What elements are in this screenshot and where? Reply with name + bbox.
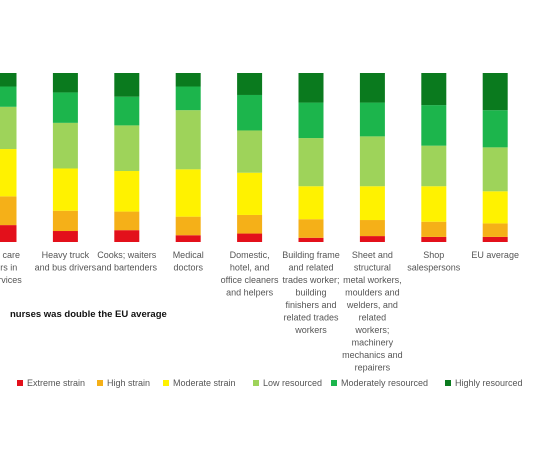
legend-swatch [331,380,337,386]
bar-segment [298,186,324,220]
bar-segment [175,216,201,236]
bar-segment [482,147,508,192]
bar-segment [175,73,201,87]
legend-label: Moderately resourced [341,378,428,388]
bar-segment [0,225,17,242]
legend-swatch [253,380,259,386]
bar-segment [52,92,78,123]
x-tick-label: Cooks; waiters and bartenders [97,250,158,273]
bar-segment [421,73,447,106]
bar-segment [298,219,324,238]
bar-segment [359,186,385,221]
bar-segment [482,73,508,111]
legend-label: Extreme strain [27,378,85,388]
bar-segment [175,169,201,217]
bar-segment [359,220,385,237]
bar-segment [52,122,78,169]
bar-segment [175,235,201,242]
bar-segment [175,86,201,111]
bar-segment [359,102,385,137]
bar-segment [298,73,324,103]
bar-segment [421,221,447,237]
bar-segment [175,110,201,170]
legend-swatch [97,380,103,386]
bar-segment [421,105,447,146]
bar-segment [237,94,263,131]
bar-segment [421,236,447,242]
x-tick-label: Shop salespersons [407,250,461,273]
bar-segment [298,237,324,242]
bar-segment [359,136,385,187]
bar-segment [0,86,17,107]
bar-segment [421,186,447,222]
legend-label: Low resourced [263,378,322,388]
bar-segment [114,96,140,126]
bar-segment [237,172,263,215]
x-tick-label: Sheet and structural metal workers, moulder… [342,250,403,373]
bar-segment [237,130,263,173]
bar-segment [114,171,140,212]
bar-segment [52,168,78,211]
bar-segment [237,233,263,242]
x-tick-label: nal carekers in services [0,250,22,285]
legend-swatch [17,380,23,386]
bar-segment [237,73,263,95]
bar-segment [114,73,140,97]
bar-segment [298,102,324,139]
bar-segment [482,191,508,224]
bar-segment [359,73,385,103]
bar-segment [482,110,508,148]
bar-segment [52,73,78,93]
x-tick-label: Domestic, hotel, and office cleaners and he… [221,250,279,298]
bar-segment [114,211,140,231]
bar-segment [482,236,508,242]
bar-segment [482,223,508,237]
bar-segment [52,210,78,232]
x-tick-label: EU average [471,250,519,260]
x-tick-label: Medical doctors [173,250,204,273]
bar-segment [0,149,17,197]
legend-label: Moderate strain [173,378,236,388]
bar-segment [359,236,385,242]
legend-swatch [163,380,169,386]
bar-segment [0,106,17,150]
annotation: nurses was double the EU average [10,309,167,320]
legend-swatch [445,380,451,386]
x-tick-label: Heavy truck and bus drivers [35,250,97,273]
bar-segment [298,138,324,187]
x-tick-label: Building frame and related trades worker; b… [282,250,340,335]
bar-segment [114,125,140,172]
bar-segment [0,73,17,87]
legend-label: Highly resourced [455,378,523,388]
bar-segment [0,196,17,226]
bar-segment [52,231,78,242]
bar-segment [421,145,447,187]
bar-segment [114,230,140,242]
legend-label: High strain [107,378,150,388]
bar-segment [237,214,263,234]
